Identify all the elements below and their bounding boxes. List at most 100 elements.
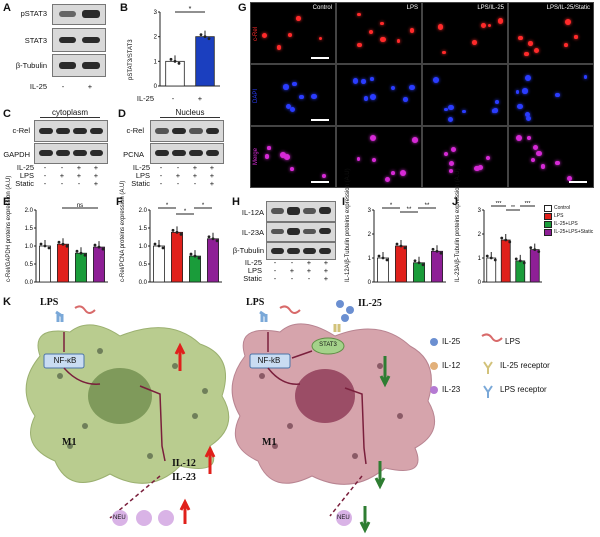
cell-stain bbox=[564, 43, 568, 47]
data-point bbox=[381, 256, 385, 260]
condition-label: IL-25 bbox=[136, 94, 154, 103]
lps-legend-icon bbox=[481, 333, 503, 342]
row-label: STAT3 bbox=[24, 36, 47, 45]
cell-stain bbox=[299, 94, 304, 99]
y-tick-label: 0.0 bbox=[139, 280, 148, 286]
label-il25: IL-25 bbox=[358, 298, 382, 309]
bar bbox=[75, 252, 87, 283]
cell-stain bbox=[357, 42, 362, 47]
scale-bar bbox=[311, 181, 329, 183]
column-label: Control bbox=[312, 5, 332, 11]
y-tick-label: 1.0 bbox=[139, 244, 148, 250]
row-label: IL-23A bbox=[241, 228, 264, 237]
il-25-receptor-legend-icon bbox=[483, 361, 493, 374]
panel-letter-e: E bbox=[3, 196, 11, 208]
cell-stain bbox=[267, 146, 271, 150]
treatment-sign: - bbox=[43, 179, 47, 188]
data-point bbox=[189, 252, 193, 256]
cell-stain bbox=[516, 135, 523, 142]
cell-stain bbox=[517, 103, 524, 110]
cell-stain bbox=[444, 151, 449, 157]
cell-stain bbox=[536, 150, 542, 157]
y-tick-label: 0.5 bbox=[139, 262, 148, 268]
data-point bbox=[385, 258, 389, 262]
row-label: pSTAT3 bbox=[20, 9, 47, 18]
treatment-sign: - bbox=[307, 274, 311, 283]
lps-bacterium-icon bbox=[74, 305, 96, 314]
label-il23: IL-23 bbox=[172, 472, 196, 483]
significance-label: ** bbox=[511, 205, 515, 211]
legend-text: IL-25+LPS+Static bbox=[554, 229, 594, 235]
microscopy-cell: LPS/IL-25/Static bbox=[508, 2, 594, 64]
panel-letter-h: H bbox=[232, 196, 240, 208]
panel-letter-c: C bbox=[3, 108, 11, 120]
schematic bbox=[25, 300, 503, 534]
chart-b: 0 1 2 3 * bbox=[154, 6, 220, 90]
treatment-sign: + bbox=[76, 171, 82, 180]
western-blot-strip bbox=[150, 143, 224, 164]
treatment-sign: - bbox=[77, 179, 81, 188]
data-point bbox=[169, 57, 173, 61]
data-point bbox=[93, 243, 97, 247]
cell-stain bbox=[371, 157, 376, 162]
bar bbox=[207, 238, 219, 283]
il-25-receptor-icon bbox=[333, 324, 341, 332]
label-stat3: STAT3 bbox=[319, 342, 337, 348]
data-point bbox=[537, 250, 541, 253]
cell-stain bbox=[447, 116, 454, 123]
treatment-sign: - bbox=[176, 179, 180, 188]
cell-stain bbox=[474, 165, 480, 172]
data-point bbox=[215, 239, 219, 243]
bar bbox=[57, 243, 69, 283]
data-point bbox=[207, 235, 211, 239]
microscopy-cell: DAPI bbox=[250, 64, 336, 126]
bar bbox=[153, 245, 165, 283]
significance-label: * bbox=[184, 209, 187, 215]
cell-stain bbox=[534, 47, 540, 54]
treatment-sign: + bbox=[209, 179, 215, 188]
y-tick-label: 0 bbox=[478, 280, 482, 286]
data-point bbox=[413, 259, 417, 263]
y-tick-label: 1.5 bbox=[25, 226, 34, 232]
treatment-sign: + bbox=[59, 171, 65, 180]
panel-letter-b: B bbox=[120, 2, 128, 14]
cell-stain bbox=[524, 51, 529, 57]
cell-stain bbox=[525, 115, 532, 122]
treatment-sign: + bbox=[192, 163, 198, 172]
y-tick-label: 0.5 bbox=[25, 262, 34, 268]
western-blot-strip bbox=[34, 120, 108, 142]
cell-stain bbox=[493, 108, 498, 113]
sign: - bbox=[171, 94, 175, 103]
cell-stain bbox=[296, 16, 301, 21]
lps-receptor-legend-icon bbox=[483, 385, 493, 398]
treatment-sign: - bbox=[43, 163, 47, 172]
treatment-sign: + bbox=[192, 171, 198, 180]
microscopy-cell bbox=[508, 64, 594, 126]
column-label: LPS bbox=[406, 5, 418, 11]
il-23-legend-icon bbox=[430, 386, 438, 394]
y-tick-label: 0.0 bbox=[25, 280, 34, 286]
treatment-sign: - bbox=[43, 171, 47, 180]
microscopy-cell: Control c-Rel bbox=[250, 2, 336, 64]
microscopy-cell bbox=[508, 126, 594, 188]
data-point bbox=[57, 240, 61, 244]
cell-stain bbox=[531, 158, 536, 163]
data-point bbox=[207, 37, 211, 41]
sign: + bbox=[87, 82, 93, 91]
western-blot-strip bbox=[34, 143, 108, 164]
western-blot-strip bbox=[266, 222, 336, 242]
treatment-sign: - bbox=[60, 179, 64, 188]
cell-stain bbox=[437, 24, 444, 30]
cell-stain bbox=[363, 95, 369, 101]
scale-bar bbox=[311, 57, 329, 59]
nucleus bbox=[295, 369, 355, 423]
row-label: β-Tubulin bbox=[232, 246, 264, 255]
cell-stain bbox=[477, 165, 483, 171]
data-point bbox=[83, 253, 87, 257]
data-point bbox=[211, 237, 215, 241]
y-tick-label: 3 bbox=[368, 208, 372, 214]
treatment-sign: - bbox=[176, 163, 180, 172]
y-tick-label: 1.5 bbox=[139, 226, 148, 232]
y-tick-label: 0 bbox=[368, 280, 372, 286]
microscopy-cell bbox=[336, 126, 422, 188]
